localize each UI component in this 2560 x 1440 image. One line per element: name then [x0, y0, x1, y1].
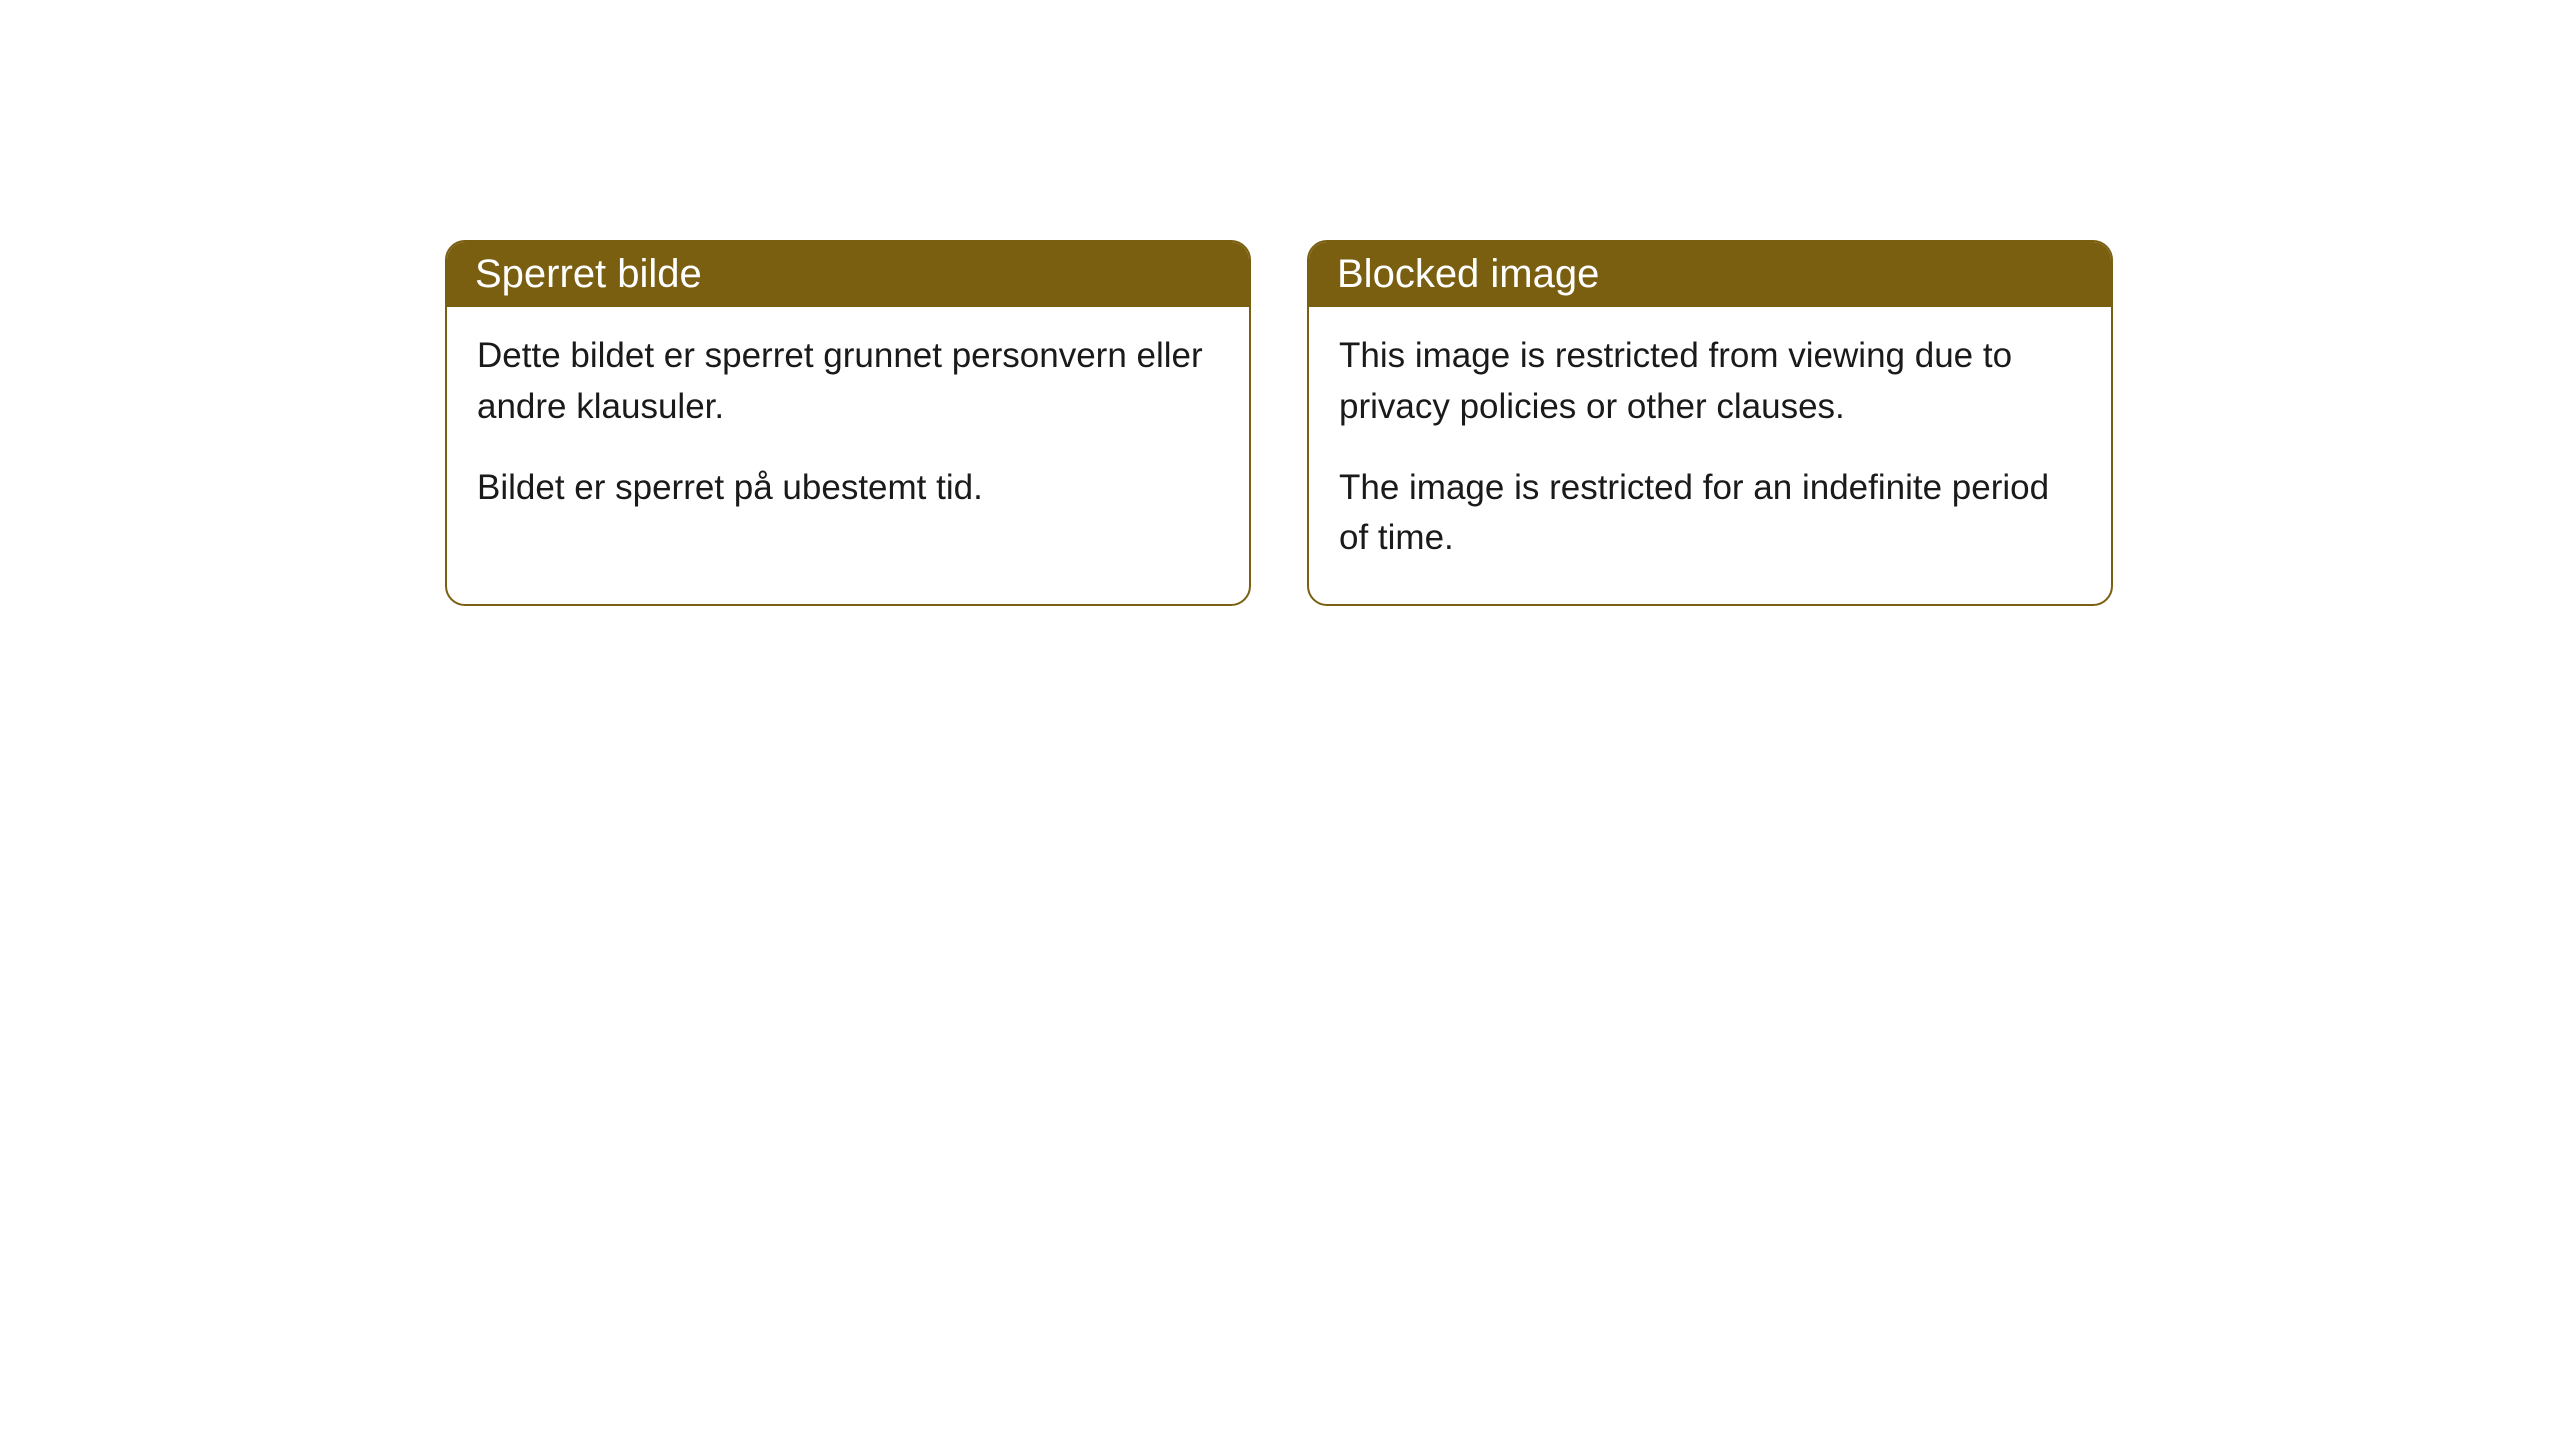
card-paragraph: This image is restricted from viewing du… [1339, 331, 2081, 433]
card-paragraph: Bildet er sperret på ubestemt tid. [477, 463, 1219, 514]
card-title: Blocked image [1337, 252, 1599, 296]
card-paragraph: The image is restricted for an indefinit… [1339, 463, 2081, 565]
card-header: Blocked image [1309, 242, 2111, 307]
notice-card-english: Blocked image This image is restricted f… [1307, 240, 2113, 606]
card-body: Dette bildet er sperret grunnet personve… [447, 307, 1249, 553]
card-header: Sperret bilde [447, 242, 1249, 307]
card-body: This image is restricted from viewing du… [1309, 307, 2111, 604]
card-paragraph: Dette bildet er sperret grunnet personve… [477, 331, 1219, 433]
card-title: Sperret bilde [475, 252, 702, 296]
notice-card-norwegian: Sperret bilde Dette bildet er sperret gr… [445, 240, 1251, 606]
notice-container: Sperret bilde Dette bildet er sperret gr… [445, 240, 2113, 606]
